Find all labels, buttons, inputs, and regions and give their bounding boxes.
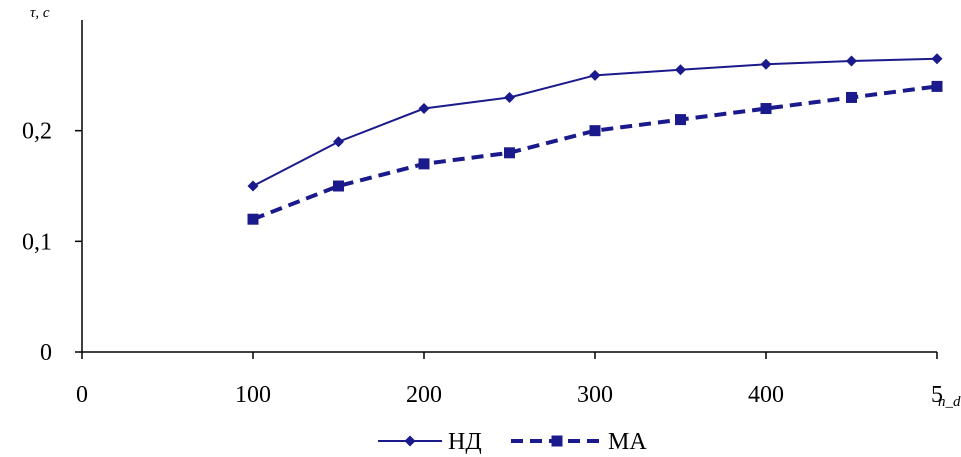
x-tick-group: 0 100 200 300 400 5 xyxy=(76,352,943,408)
data-point xyxy=(675,64,686,76)
x-tick-label: 5 xyxy=(931,382,943,408)
data-point xyxy=(675,114,686,126)
legend-marker xyxy=(551,435,563,447)
y-axis-title: τ, c xyxy=(30,5,50,21)
data-point xyxy=(931,53,943,65)
data-point xyxy=(247,213,259,225)
legend-item: МА xyxy=(511,429,647,455)
x-tick-label: 100 xyxy=(235,382,271,408)
x-tick-label: 300 xyxy=(577,382,613,408)
x-tick-label: 400 xyxy=(748,382,784,408)
legend-label: МА xyxy=(608,429,647,455)
series-line xyxy=(252,84,938,222)
y-tick-group: 0 0,1 0,2 xyxy=(22,119,82,366)
data-point xyxy=(589,69,601,81)
series-2 xyxy=(247,80,943,225)
legend-item: НД xyxy=(378,429,482,455)
x-tick-label: 0 xyxy=(76,382,88,408)
data-point xyxy=(418,158,430,170)
y-tick-label: 0 xyxy=(40,340,52,366)
data-point xyxy=(846,55,857,67)
legend-label: НД xyxy=(448,429,482,455)
data-point xyxy=(846,91,857,103)
y-tick-label: 0,1 xyxy=(22,229,52,255)
y-tick-label: 0,2 xyxy=(22,119,52,145)
x-tick-label: 200 xyxy=(406,382,442,408)
data-point xyxy=(333,180,344,192)
x-axis-title: n_d xyxy=(938,394,961,410)
data-point xyxy=(504,147,515,159)
chart-axes xyxy=(81,20,937,353)
data-point xyxy=(247,180,259,192)
data-point xyxy=(589,125,601,137)
data-point xyxy=(418,103,430,115)
legend-marker xyxy=(404,435,416,447)
chart-legend: НД МА xyxy=(378,429,647,455)
data-point xyxy=(760,58,772,70)
data-point xyxy=(760,103,772,115)
series-1 xyxy=(247,53,943,192)
data-point xyxy=(333,136,344,148)
series-layer xyxy=(247,53,943,225)
data-point xyxy=(931,80,943,92)
data-point xyxy=(504,91,515,103)
